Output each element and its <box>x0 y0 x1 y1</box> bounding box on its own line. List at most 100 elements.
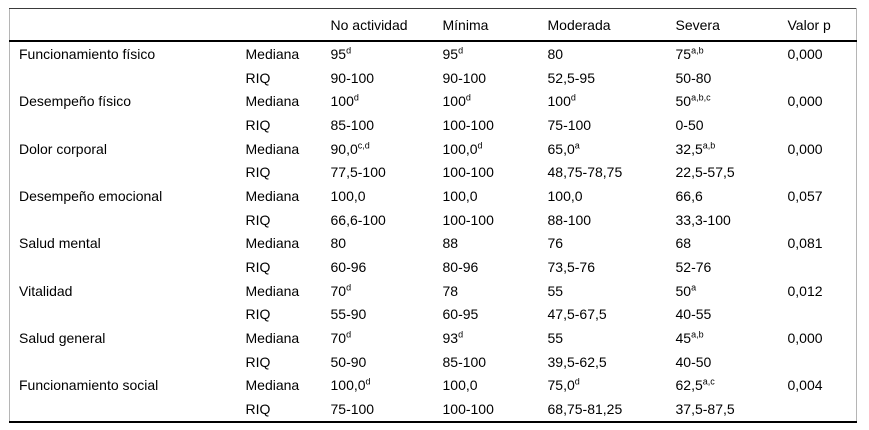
median-value: 50 <box>675 282 692 299</box>
row-label-empty <box>10 208 237 232</box>
median-value-cell: 50a,b,c <box>667 89 779 113</box>
median-value: 32,5 <box>675 140 703 157</box>
median-value: 78 <box>442 282 459 299</box>
row-label-empty <box>10 303 237 327</box>
p-value-cell: 0,012 <box>787 282 823 299</box>
iqr-value-cell: 55-90 <box>330 306 367 323</box>
significance-superscript: a,b <box>691 329 704 340</box>
stat-label-riq: RIQ <box>245 259 271 276</box>
median-value: 100,0 <box>330 377 366 394</box>
header-empty-stat <box>236 8 322 42</box>
significance-superscript: d <box>574 376 580 387</box>
significance-superscript: c,d <box>357 139 370 150</box>
row-label: Desempeño físico <box>19 93 132 110</box>
header-row: No actividad Mínima Moderada Severa Valo… <box>9 8 857 42</box>
median-value: 75,0 <box>547 377 575 394</box>
table-row-riq: RIQ 60-96 80-96 73,5-76 52-76 <box>10 255 857 279</box>
table-row-mediana: Vitalidad Mediana 70d 78 55 50a 0,012 <box>10 279 857 303</box>
row-label: Dolor corporal <box>19 140 107 157</box>
row-label: Desempeño emocional <box>19 187 163 204</box>
results-table-container: No actividad Mínima Moderada Severa Valo… <box>9 8 857 423</box>
stat-label-mediana: Mediana <box>245 187 300 204</box>
p-value-empty-cell <box>779 208 857 232</box>
stat-label-riq: RIQ <box>245 69 271 86</box>
iqr-value-cell: 40-50 <box>675 353 712 370</box>
significance-superscript: d <box>346 329 352 340</box>
median-value-cell: 65,0a <box>539 137 667 161</box>
iqr-value-cell: 88-100 <box>547 211 592 228</box>
iqr-value-cell: 90-100 <box>330 69 375 86</box>
significance-superscript: d <box>365 376 371 387</box>
stat-label-riq: RIQ <box>245 306 271 323</box>
iqr-value-cell: 39,5-62,5 <box>547 353 607 370</box>
median-value: 100,0 <box>547 187 583 204</box>
median-value: 95 <box>330 45 347 62</box>
median-value: 45 <box>675 330 692 347</box>
median-value: 50 <box>675 93 692 110</box>
median-value: 70 <box>330 330 347 347</box>
median-value: 95 <box>442 45 459 62</box>
median-value-cell: 90,0c,d <box>322 137 434 161</box>
median-value: 80 <box>547 45 564 62</box>
median-value: 93 <box>442 330 459 347</box>
significance-superscript: d <box>353 92 359 103</box>
stat-label-mediana: Mediana <box>245 330 300 347</box>
median-value-cell: 88 <box>434 232 539 256</box>
row-label-empty <box>10 160 237 184</box>
median-value-cell: 100,0 <box>434 374 539 398</box>
median-value-cell: 68 <box>667 232 779 256</box>
header-empty-label <box>9 8 237 42</box>
stats-table: No actividad Mínima Moderada Severa Valo… <box>9 8 857 423</box>
iqr-value-cell: 50-90 <box>330 353 367 370</box>
median-value: 100,0 <box>442 140 478 157</box>
iqr-value-cell: 68,75-81,25 <box>547 401 623 418</box>
table-row-riq: RIQ 50-90 85-100 39,5-62,5 40-50 <box>10 350 857 374</box>
p-value-cell: 0,000 <box>787 93 823 110</box>
row-label: Salud mental <box>19 235 101 252</box>
iqr-value-cell: 50-80 <box>675 69 712 86</box>
table-row-mediana: Salud general Mediana 70d 93d 55 45a,b 0,000 <box>10 326 857 350</box>
iqr-value-cell: 60-95 <box>442 306 479 323</box>
p-value-empty-cell <box>779 66 857 90</box>
stat-label-mediana: Mediana <box>245 140 300 157</box>
iqr-value-cell: 48,75-78,75 <box>547 164 623 181</box>
iqr-value-cell: 22,5-57,5 <box>675 164 735 181</box>
iqr-value-cell: 73,5-76 <box>547 259 595 276</box>
table-row-mediana: Funcionamiento físico Mediana 95d 95d 80 75a,… <box>10 41 857 66</box>
median-value: 80 <box>330 235 347 252</box>
stat-label-riq: RIQ <box>245 211 271 228</box>
significance-superscript: a,c <box>702 376 715 387</box>
row-label-empty <box>10 255 237 279</box>
p-value-empty-cell <box>779 113 857 137</box>
median-value-cell: 50a <box>667 279 779 303</box>
significance-superscript: a,b <box>702 139 716 150</box>
iqr-value-cell: 77,5-100 <box>330 164 386 181</box>
median-value-cell: 100d <box>539 89 667 113</box>
stat-label-riq: RIQ <box>245 401 271 418</box>
iqr-value-cell: 47,5-67,5 <box>547 306 607 323</box>
row-label: Salud general <box>19 330 106 347</box>
iqr-value-cell: 0-50 <box>675 116 704 133</box>
median-value-cell: 100,0 <box>322 184 434 208</box>
median-value-cell: 62,5a,c <box>667 374 779 398</box>
table-row-mediana: Desempeño emocional Mediana 100,0 100,0 100,… <box>10 184 857 208</box>
iqr-value-cell: 85-100 <box>442 353 487 370</box>
median-value: 76 <box>547 235 564 252</box>
median-value: 75 <box>675 45 692 62</box>
iqr-value-cell: 90-100 <box>442 69 487 86</box>
iqr-value-cell: 60-96 <box>330 259 367 276</box>
significance-superscript: d <box>477 139 483 150</box>
stat-label-mediana: Mediana <box>245 93 300 110</box>
median-value-cell: 55 <box>539 326 667 350</box>
table-row-mediana: Salud mental Mediana 80 88 76 68 0,081 <box>10 232 857 256</box>
table-row-riq: RIQ 77,5-100 100-100 48,75-78,75 22,5-57,5 <box>10 160 857 184</box>
row-label: Funcionamiento social <box>19 377 159 394</box>
median-value: 88 <box>442 235 459 252</box>
median-value: 100,0 <box>442 377 478 394</box>
median-value-cell: 95d <box>434 41 539 66</box>
table-row-mediana: Funcionamiento social Mediana 100,0d 100,0 7… <box>10 374 857 398</box>
p-value-cell: 0,081 <box>787 235 823 252</box>
significance-superscript: a <box>691 282 697 293</box>
col-header-minima: Mínima <box>433 8 539 42</box>
median-value-cell: 66,6 <box>667 184 779 208</box>
